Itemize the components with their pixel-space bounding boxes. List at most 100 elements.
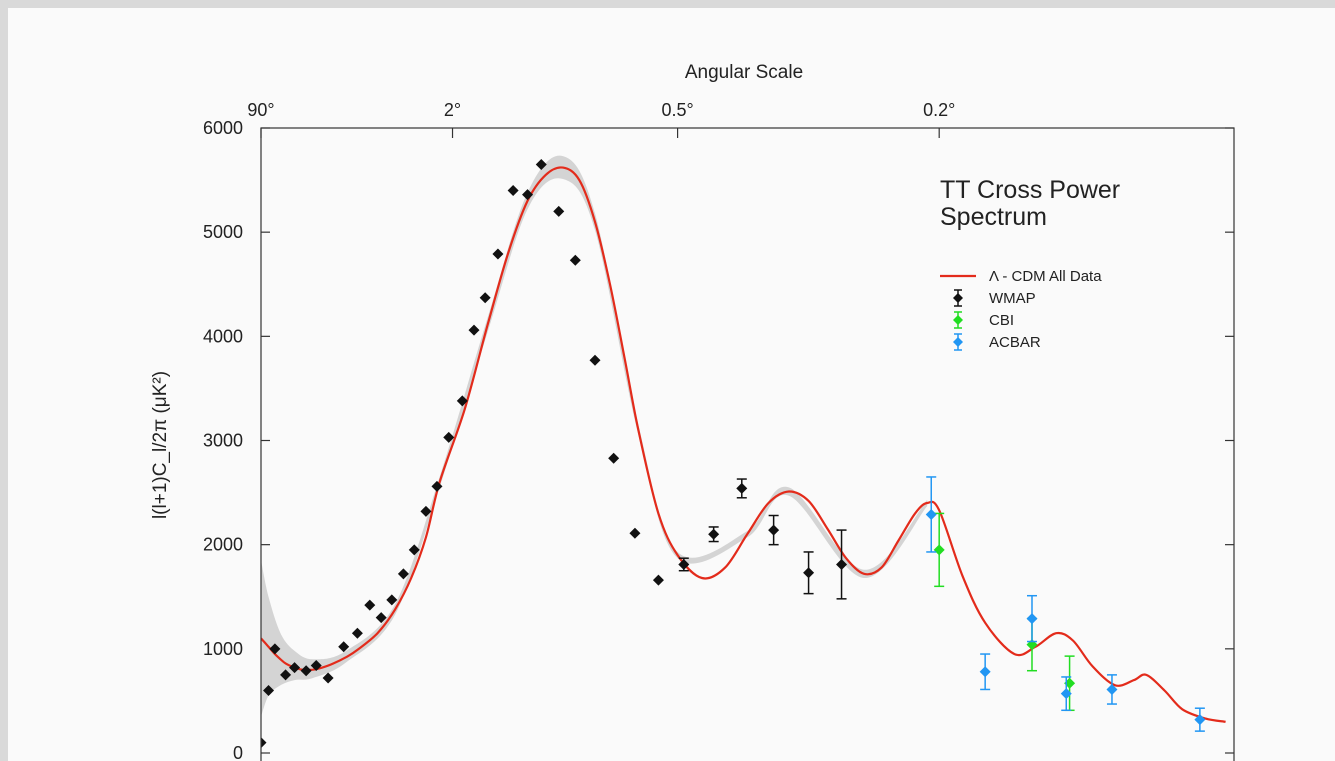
wmap-marker [479,292,491,304]
wmap-data-point [263,685,275,696]
wmap-marker [507,185,519,196]
top-tick-label: 0.2° [923,100,955,120]
wmap-marker [310,660,322,671]
wmap-data-point [351,627,363,639]
wmap-data-point [364,599,376,611]
wmap-data-point [836,529,848,600]
wmap-marker [375,612,387,624]
wmap-marker [589,354,601,366]
legend-marker-swatch [953,315,963,325]
wmap-data-point [431,480,443,492]
wmap-data-point [479,292,491,304]
acbar-marker [1106,683,1118,695]
wmap-marker [431,480,443,492]
wmap-marker [468,324,480,336]
wmap-marker [522,189,534,201]
wmap-marker [535,158,547,170]
wmap-marker [322,672,334,684]
acbar-marker [1194,714,1206,726]
wmap-marker [608,452,620,464]
wmap-data-point [397,568,409,580]
wmap-data-point [289,662,301,674]
wmap-marker [289,662,301,674]
legend-entry: CBI [953,311,1014,329]
legend-label-acbar: ACBAR [989,334,1041,351]
wmap-data-point [443,431,455,443]
model-curve [261,166,1226,723]
wmap-marker [364,599,376,611]
wmap-data-point [456,395,468,407]
wmap-marker [300,665,312,677]
wmap-data-point [468,324,480,336]
y-tick-label: 5000 [203,222,243,242]
model-uncertainty-band [261,155,928,717]
acbar-data-point [1106,674,1118,705]
wmap-data-point [569,254,581,266]
legend: Λ - CDM All Data WMAP CBI ACBAR [940,268,1102,351]
wmap-marker [338,641,350,653]
y-tick-label: 6000 [203,118,243,138]
acbar-data-point [1026,594,1038,643]
acbar-marker [925,508,937,520]
acbar-data-point [1194,707,1206,732]
acbar-data-point [1060,676,1072,712]
wmap-data-point [375,612,387,624]
legend-entry: ACBAR [953,333,1041,351]
plot-area-border [260,127,1235,761]
top-tick-label: 2° [444,100,461,120]
y-axis-label: l(l+1)C_l/2π (μK²) [150,371,171,519]
wmap-marker [569,254,581,266]
wmap-data-point [522,189,534,201]
wmap-data-point [535,158,547,170]
wmap-marker [397,568,409,580]
acbar-data-point [925,476,937,553]
wmap-marker [836,558,848,570]
wmap-marker [553,205,565,217]
wmap-data-point [408,544,420,556]
wmap-marker [803,567,815,579]
wmap-data-point [280,669,292,681]
y-tick-label: 3000 [203,431,243,451]
wmap-data-point [492,248,504,260]
wmap-data-point [553,205,565,217]
chart-title-line: TT Cross Power [940,176,1120,204]
y-tick-label: 2000 [203,535,243,555]
wmap-data-point [608,452,620,464]
wmap-marker [652,574,664,586]
wmap-marker [263,685,275,696]
chart-frame: Angular Scale 0 1000 2000 3000 4000 5000 6000 … [8,8,1335,761]
wmap-marker [768,524,780,536]
y-tick-label: 0 [233,743,243,761]
wmap-marker [351,627,363,639]
chart-title: TT Cross Power Spectrum [940,176,1120,231]
wmap-marker [492,248,504,260]
acbar-marker [979,666,991,678]
y-tick-label: 4000 [203,326,243,346]
wmap-data-point [322,672,334,684]
wmap-marker [408,544,420,556]
power-spectrum-chart: Angular Scale 0100020003000400050006000 … [150,62,1235,761]
acbar-data-point [979,653,991,691]
wmap-data-point [803,551,815,595]
top-tick-label: 90° [247,100,274,120]
wmap-data-point [708,526,720,543]
wmap-data-point [629,527,641,539]
legend-marker-swatch [953,337,963,347]
y-tick-label: 1000 [203,639,243,659]
wmap-marker [708,528,720,540]
wmap-data-point [507,185,519,196]
cbi-marker [933,544,945,556]
wmap-marker [261,737,267,749]
top-tick-label: 0.5° [661,100,693,120]
wmap-data-point [300,665,312,677]
legend-entry: WMAP [953,289,1036,307]
top-axis-label: Angular Scale [685,62,803,83]
legend-label-cbi: CBI [989,312,1014,329]
wmap-data-point [420,505,432,517]
wmap-marker [443,431,455,443]
wmap-marker [420,505,432,517]
wmap-marker [269,643,281,655]
wmap-marker [736,482,748,494]
legend-label--cdm-all-data: Λ - CDM All Data [989,268,1102,285]
acbar-marker [1026,613,1038,625]
